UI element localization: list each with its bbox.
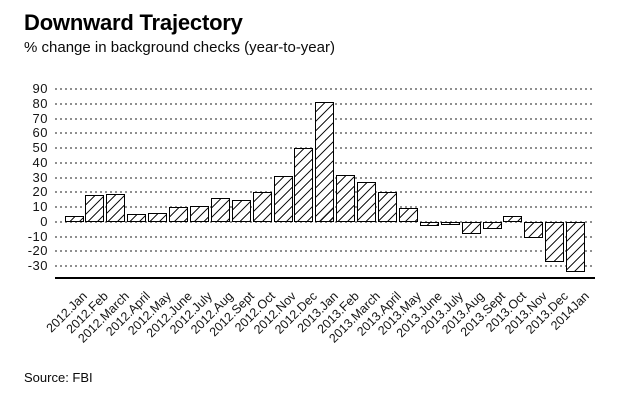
- bar: [482, 221, 502, 230]
- bar: [273, 176, 293, 222]
- y-tick-label: 90: [32, 81, 48, 96]
- bar: [545, 221, 565, 262]
- y-tick-label: 70: [32, 110, 48, 126]
- bar: [566, 221, 586, 272]
- bar: [64, 215, 84, 222]
- gridline: [55, 220, 595, 223]
- bar: [503, 215, 523, 222]
- bar: [524, 221, 544, 238]
- gridline: [55, 265, 595, 267]
- bar: [419, 221, 439, 227]
- bar: [85, 195, 105, 222]
- bar: [461, 221, 481, 234]
- bar: [398, 208, 418, 222]
- bar: [169, 207, 188, 222]
- bar: [127, 214, 147, 222]
- y-tick-label: -10: [27, 228, 48, 244]
- bar: [210, 198, 230, 222]
- gridline: [55, 250, 595, 253]
- bar: [189, 205, 209, 222]
- bar: [336, 174, 356, 222]
- chart-subtitle: % change in background checks (year-to-y…: [24, 39, 335, 56]
- bar: [357, 181, 377, 222]
- bar: [106, 193, 126, 222]
- bar: [231, 199, 251, 222]
- y-tick-label: 50: [32, 140, 48, 155]
- bar: [378, 192, 397, 222]
- x-axis-line: [55, 277, 595, 279]
- y-tick-label: 80: [32, 95, 48, 111]
- gridline: [55, 235, 595, 238]
- y-tick-label: 30: [32, 169, 48, 185]
- gridline: [55, 88, 595, 90]
- y-tick-label: 10: [32, 199, 48, 214]
- bar: [252, 192, 272, 222]
- chart-title: Downward Trajectory: [24, 10, 243, 35]
- bar: [148, 212, 168, 222]
- bar: [440, 221, 460, 225]
- y-tick-label: -30: [27, 258, 48, 273]
- source-note: Source: FBI: [24, 370, 93, 385]
- bar: [294, 148, 314, 222]
- y-tick-label: 40: [32, 154, 48, 170]
- y-tick-label: 60: [32, 125, 48, 141]
- y-tick-label: 20: [32, 184, 48, 200]
- y-tick-label: 0: [40, 213, 48, 229]
- y-tick-label: -20: [27, 243, 48, 259]
- bar: [315, 102, 335, 222]
